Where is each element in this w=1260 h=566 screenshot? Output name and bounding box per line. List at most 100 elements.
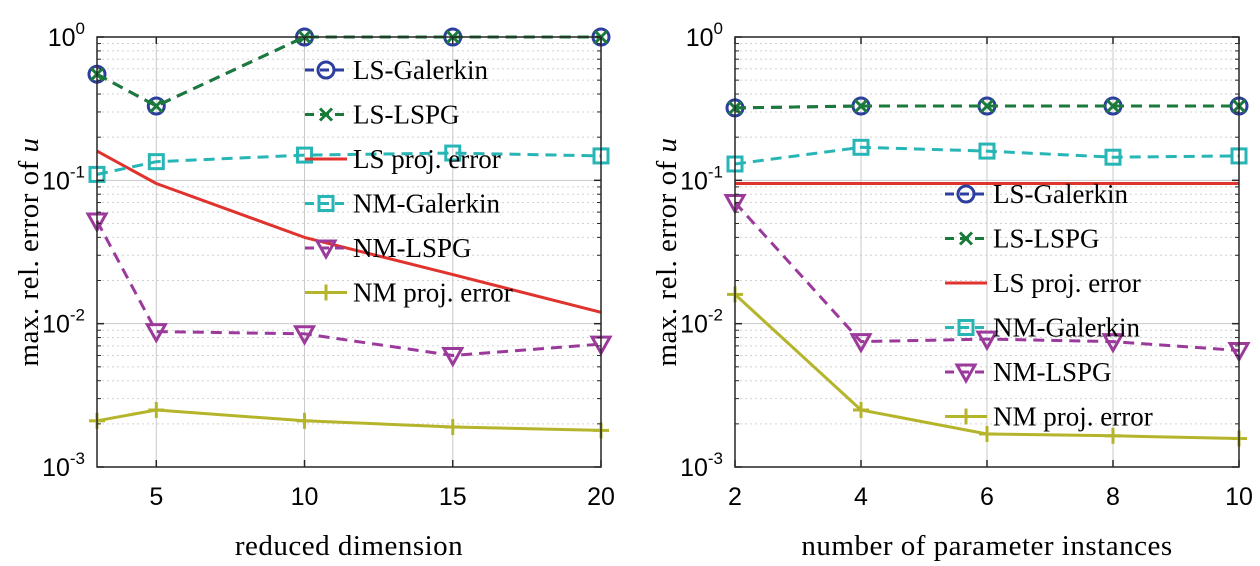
legend-label: NM proj. error xyxy=(353,278,513,308)
data-point xyxy=(296,146,314,164)
legend-marker xyxy=(958,231,974,246)
legend-label: NM proj. error xyxy=(993,402,1153,432)
data-point xyxy=(1105,98,1121,114)
legend-label: NM-Galerkin xyxy=(353,189,500,219)
data-point xyxy=(849,333,873,354)
series-line xyxy=(96,35,601,108)
x-tick-label: 20 xyxy=(587,483,615,511)
data-point xyxy=(1105,427,1121,444)
grid xyxy=(97,36,602,468)
y-tick-label: 100 xyxy=(686,19,723,52)
x-tick-label: 8 xyxy=(1106,483,1120,511)
data-point xyxy=(444,144,462,162)
data-point xyxy=(853,401,869,418)
legend-label: LS proj. error xyxy=(993,268,1141,298)
data-point xyxy=(144,323,168,344)
chart-panel-2: 2 4 6 8 10 10-3 10-2 10-1 100 number of parameter… xyxy=(651,19,1253,562)
x-tick-label: 6 xyxy=(980,483,994,511)
legend-marker-stroke-b xyxy=(958,231,974,246)
y-tick-label: 10-2 xyxy=(680,306,723,339)
legend-marker-stroke-b xyxy=(318,107,334,122)
y-tick-label: 10-2 xyxy=(42,306,85,339)
data-point xyxy=(853,98,869,114)
x-axis-label: number of parameter instances xyxy=(801,530,1172,562)
plot-area xyxy=(97,37,601,467)
data-point xyxy=(979,425,995,442)
legend-label: LS-LSPG xyxy=(993,224,1100,254)
legend-entry: LS-Galerkin xyxy=(945,179,1128,209)
x-tick-label: 10 xyxy=(291,483,319,511)
y-tick-label: 100 xyxy=(48,19,85,52)
legend-marker xyxy=(958,408,974,425)
legend-entry: NM-Galerkin xyxy=(945,313,1140,343)
legend: LS-Galerkin LS-LSPG LS proj. error NM-Galer… xyxy=(945,179,1153,432)
data-point xyxy=(979,98,995,114)
legend-label: NM-LSPG xyxy=(993,357,1112,387)
legend-marker xyxy=(314,239,338,261)
data-point-stroke-b xyxy=(1105,98,1121,114)
x-tick-label: 10 xyxy=(1225,483,1253,511)
legend-entry: NM-LSPG xyxy=(305,233,472,263)
data-point xyxy=(149,98,164,114)
data-point xyxy=(444,419,461,436)
legend-label: LS proj. error xyxy=(353,144,501,174)
legend-marker xyxy=(316,60,336,80)
x-tick-label: 2 xyxy=(728,483,742,511)
legend-entry: NM proj. error xyxy=(305,278,513,308)
legend-entry: LS proj. error xyxy=(305,144,501,174)
y-tick-label: 10-1 xyxy=(42,162,85,195)
legend-label: LS-Galerkin xyxy=(993,179,1128,209)
legend-label: NM-Galerkin xyxy=(993,313,1140,343)
series-line xyxy=(95,220,602,357)
y-tick-label: 10-1 xyxy=(680,162,723,195)
data-point-stroke-b xyxy=(979,98,995,114)
legend-label: LS-Galerkin xyxy=(353,55,488,85)
data-point-stroke-b xyxy=(853,98,869,114)
data-point xyxy=(148,401,165,418)
legend-entry: LS-LSPG xyxy=(305,100,460,130)
data-point xyxy=(146,96,166,116)
series-line xyxy=(734,145,1240,166)
data-point xyxy=(852,138,870,156)
x-tick-label: 15 xyxy=(439,483,467,511)
x-tick-label: 4 xyxy=(854,483,868,511)
legend-marker xyxy=(318,107,334,122)
series-nm-proj-error xyxy=(89,401,609,439)
legend-entry: NM-LSPG xyxy=(945,357,1112,387)
y-axis-label: max. rel. error of u xyxy=(13,137,45,366)
data-point xyxy=(1101,333,1125,354)
chart-panel-1: 5 10 15 20 10-3 10-2 10-1 100 reduced dimension m… xyxy=(13,19,615,562)
legend-entry: LS-Galerkin xyxy=(305,55,488,85)
series-line xyxy=(733,201,1240,352)
data-point xyxy=(1104,148,1122,166)
legend-label: NM-LSPG xyxy=(353,233,472,263)
legend-marker xyxy=(954,363,978,385)
data-point xyxy=(296,412,313,429)
data-point-stroke-b xyxy=(149,98,164,114)
axes: 5 10 15 20 10-3 10-2 10-1 100 xyxy=(42,19,615,511)
data-point xyxy=(147,153,165,171)
data-point xyxy=(978,142,996,160)
legend-label: LS-LSPG xyxy=(353,100,460,130)
x-axis-label: reduced dimension xyxy=(235,530,463,562)
series-ls-proj-error xyxy=(96,149,602,314)
legend-entry: LS-LSPG xyxy=(945,224,1100,254)
legend-marker xyxy=(957,319,975,336)
legend: LS-Galerkin LS-LSPG LS proj. error NM-Galer… xyxy=(305,55,513,308)
legend-entry: NM-Galerkin xyxy=(305,189,500,219)
axes-frame xyxy=(96,36,602,468)
y-axis-variable: u xyxy=(13,137,45,152)
y-tick-label: 10-3 xyxy=(42,449,85,482)
legend-marker xyxy=(956,184,976,204)
legend-marker xyxy=(318,284,334,301)
series-nm-lspg xyxy=(85,212,613,368)
legend-marker xyxy=(317,195,335,212)
data-point xyxy=(292,325,317,346)
data-point xyxy=(441,346,465,368)
y-tick-label: 10-3 xyxy=(680,449,723,482)
x-tick-label: 5 xyxy=(149,483,163,511)
series-line xyxy=(96,149,602,314)
legend-entry: NM proj. error xyxy=(945,402,1153,432)
y-axis-label: max. rel. error of u xyxy=(651,137,683,366)
